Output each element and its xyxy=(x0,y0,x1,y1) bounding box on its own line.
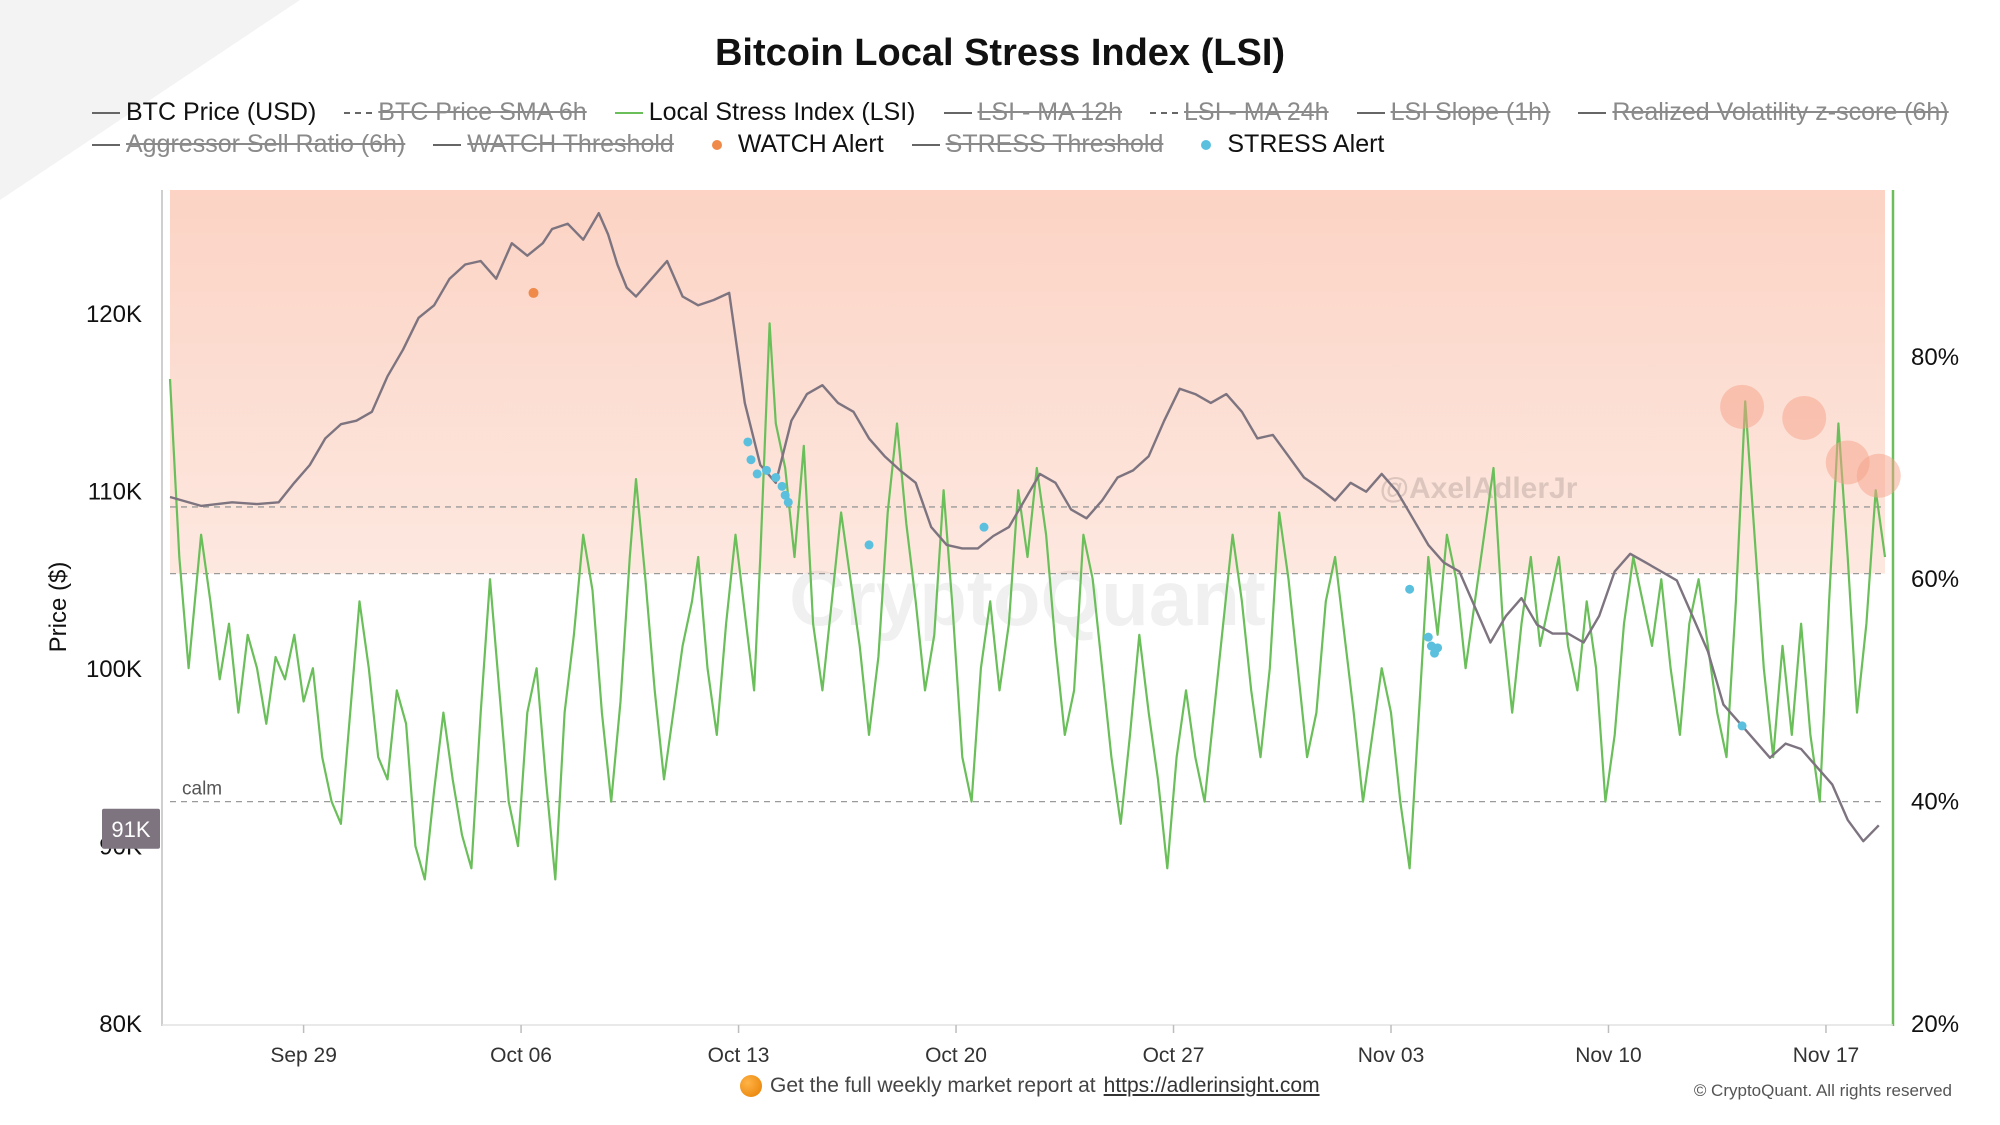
legend-line-icon xyxy=(943,111,972,114)
threshold-label-calm: calm xyxy=(182,779,222,800)
legend-dot-icon xyxy=(1201,139,1212,150)
legend-item[interactable]: LSI - MA 12h xyxy=(943,98,1123,127)
stress-alert-point xyxy=(1405,584,1415,594)
legend-line-icon xyxy=(344,111,373,114)
legend-item[interactable]: Local Stress Index (LSI) xyxy=(614,98,916,127)
legend-row-2: Aggressor Sell Ratio (6h) WATCH Threshold… xyxy=(92,130,1972,159)
price-series-layer xyxy=(169,211,1880,843)
stress-alert-point xyxy=(864,540,874,550)
legend-line-icon xyxy=(1578,111,1607,114)
legend-line-icon xyxy=(92,143,120,146)
legend-line-icon xyxy=(1356,111,1385,114)
x-tick-label: Nov 17 xyxy=(1793,1044,1860,1067)
legend-item[interactable]: Realized Volatility z-score (6h) xyxy=(1578,98,1949,127)
legend-label: STRESS Threshold xyxy=(945,130,1164,158)
left-tick-label: 80K xyxy=(99,1011,142,1038)
x-tick-label: Oct 20 xyxy=(925,1044,987,1067)
stress-alert-point xyxy=(762,465,772,475)
stress-alert-point xyxy=(1737,721,1747,731)
legend-item[interactable]: STRESS Alert xyxy=(1191,130,1384,159)
legend-line-icon xyxy=(911,143,940,146)
stress-peak-marker xyxy=(1782,395,1827,440)
x-tick-label: Nov 10 xyxy=(1575,1044,1642,1067)
legend-item[interactable]: Aggressor Sell Ratio (6h) xyxy=(92,130,405,159)
lsi-line xyxy=(168,322,1887,881)
stress-alert-point xyxy=(771,472,781,482)
right-tick-label: 80% xyxy=(1911,344,1959,371)
stress-alert-point xyxy=(743,437,753,447)
left-tick-label: 100K xyxy=(86,656,142,683)
legend-label: BTC Price SMA 6h xyxy=(378,98,587,126)
legend-label: Aggressor Sell Ratio (6h) xyxy=(126,130,406,158)
legend-item[interactable]: STRESS Threshold xyxy=(911,130,1164,159)
x-tick-label: Nov 03 xyxy=(1358,1044,1425,1067)
alerts-layer xyxy=(528,287,1901,731)
cryptoquant-watermark: CryptoQuant xyxy=(789,554,1266,642)
legend-label: WATCH Alert xyxy=(737,130,884,158)
chart-title: Bitcoin Local Stress Index (LSI) xyxy=(714,32,1286,74)
footer: Get the full weekly market report at htt… xyxy=(740,1074,1320,1098)
legend-label: Realized Volatility z-score (6h) xyxy=(1612,98,1949,126)
legend-item[interactable]: LSI Slope (1h) xyxy=(1356,98,1551,127)
stress-alert-point xyxy=(780,490,790,500)
x-tick-label: Sep 29 xyxy=(270,1044,337,1067)
legend-label: LSI - MA 24h xyxy=(1184,98,1329,126)
legend-item[interactable]: WATCH Alert xyxy=(702,130,884,159)
stress-alert-point xyxy=(777,481,787,491)
stress-zone-band xyxy=(170,190,1885,574)
right-tick-label: 20% xyxy=(1911,1011,1959,1038)
stress-alert-point xyxy=(979,522,989,532)
author-handle-watermark: @AxelAdlerJr xyxy=(1380,472,1578,505)
legend-label: BTC Price (USD) xyxy=(126,98,317,126)
stress-alert-point xyxy=(1433,643,1443,653)
current-price-badge xyxy=(102,808,160,849)
x-tick-label: Oct 27 xyxy=(1143,1044,1205,1067)
report-link[interactable]: https://adlerinsight.com xyxy=(1103,1074,1320,1097)
y-axis-title: Price ($) xyxy=(45,562,72,653)
stress-peak-marker xyxy=(1856,453,1901,498)
watermark-layer: CryptoQuant @AxelAdlerJr xyxy=(789,472,1578,642)
stress-alert-point xyxy=(752,469,762,479)
stress-alert-point xyxy=(783,497,793,507)
legend-item[interactable]: BTC Price (USD) xyxy=(92,98,316,127)
bitcoin-coin-icon xyxy=(740,1075,762,1097)
legend-row-1: BTC Price (USD) BTC Price SMA 6h Local Str… xyxy=(92,98,1972,127)
x-tick-label: Oct 06 xyxy=(490,1044,552,1067)
legend-label: Local Stress Index (LSI) xyxy=(648,98,916,126)
legend-line-icon xyxy=(1150,111,1179,114)
legend-label: STRESS Alert xyxy=(1227,130,1385,158)
stress-alert-point xyxy=(1423,632,1433,642)
x-tick-label: Oct 13 xyxy=(708,1044,770,1067)
copyright: © CryptoQuant. All rights reserved xyxy=(1693,1081,1952,1100)
stress-peak-marker xyxy=(1720,384,1765,429)
lsi-series-layer xyxy=(168,322,1887,881)
legend-label: WATCH Threshold xyxy=(467,130,674,158)
footer-text: Get the full weekly market report at xyxy=(770,1074,1096,1097)
legend-item[interactable]: LSI - MA 24h xyxy=(1150,98,1329,127)
current-price-label: 91K xyxy=(111,817,150,842)
stress-alert-point xyxy=(746,455,756,465)
watch-alert-point xyxy=(528,287,539,298)
legend-dot-icon xyxy=(711,139,722,150)
left-tick-label: 110K xyxy=(88,479,142,506)
left-tick-label: 120K xyxy=(86,301,142,328)
legend-label: LSI - MA 12h xyxy=(977,98,1123,126)
legend-item[interactable]: WATCH Threshold xyxy=(433,130,674,159)
legend-line-icon xyxy=(614,111,643,114)
legend-line-icon xyxy=(92,111,120,114)
right-tick-label: 40% xyxy=(1911,789,1959,816)
legend-item[interactable]: BTC Price SMA 6h xyxy=(344,98,587,127)
btc-price-line xyxy=(169,211,1880,843)
axes-layer xyxy=(161,190,1895,1026)
stress-zone-layer xyxy=(170,190,1885,574)
threshold-lines: calm xyxy=(170,506,1885,803)
legend-label: LSI Slope (1h) xyxy=(1390,98,1551,126)
ticks-layer: 80K90K100K110K120K20%40%60%80%Sep 29Oct … xyxy=(45,301,1959,1067)
right-tick-label: 60% xyxy=(1911,566,1959,593)
legend-line-icon xyxy=(433,143,462,146)
